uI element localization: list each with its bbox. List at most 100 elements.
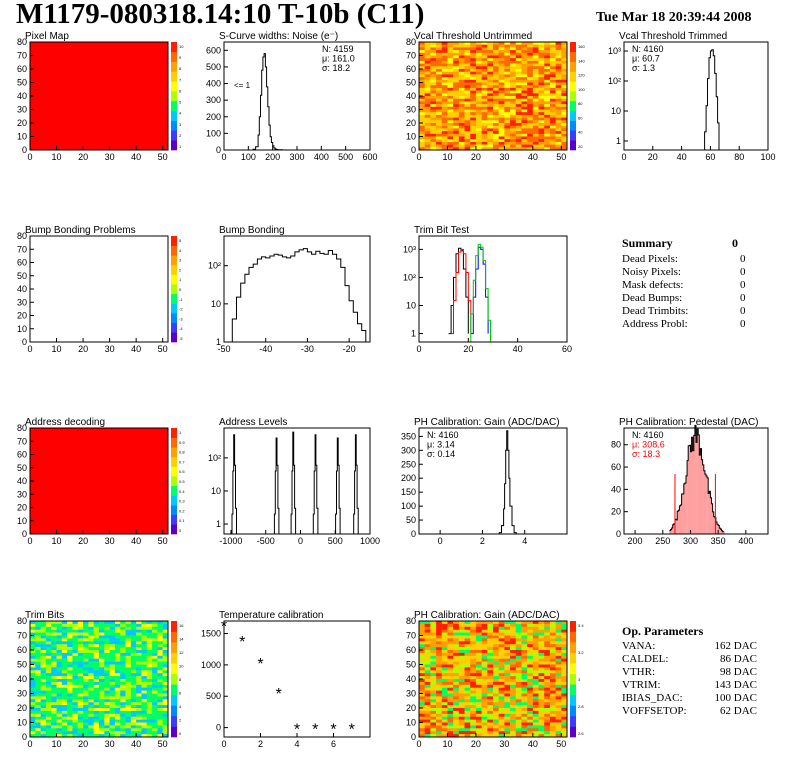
heatmap-cell (464, 661, 471, 665)
x-tick-label: 0 (298, 536, 303, 546)
heatmap-cell (30, 632, 36, 636)
heatmap-cell (498, 716, 505, 720)
heatmap-cell (447, 63, 454, 67)
heatmap-cell (146, 690, 153, 694)
heatmap-cell (88, 652, 94, 657)
heatmap-cell (430, 710, 437, 715)
heatmap-cell (493, 104, 499, 108)
heatmap-cell (56, 710, 63, 715)
heatmap-cell (436, 713, 443, 717)
heatmap-cell (510, 96, 517, 99)
heatmap-cell (114, 699, 121, 703)
heatmap-cell (419, 629, 425, 633)
heatmap-cell (419, 96, 425, 99)
heatmap-cell (521, 139, 528, 143)
heatmap-cell (441, 728, 448, 732)
heatmap-cell (521, 684, 528, 688)
heatmap-cell (441, 644, 448, 648)
heatmap-cell (487, 647, 494, 651)
heatmap-cell (130, 623, 137, 628)
heatmap-cell (458, 699, 465, 703)
heatmap-cell (475, 69, 482, 72)
summary-label-noisy-pixels: Noisy Pixels: (622, 266, 681, 278)
heatmap-cell (470, 719, 477, 723)
heatmap-cell (109, 626, 116, 630)
heatmap-cell (136, 681, 142, 686)
heatmap-cell (419, 696, 425, 700)
chart-title: PH Calibration: Pedestal (DAC) (619, 417, 759, 428)
heatmap-cell (475, 699, 482, 703)
heatmap-cell (475, 47, 482, 51)
heatmap-cell (453, 77, 460, 81)
heatmap-cell (157, 696, 163, 700)
heatmap-cell (510, 133, 517, 137)
heatmap-cell (125, 638, 132, 642)
heatmap-cell (114, 676, 121, 680)
heatmap-cell (555, 734, 562, 738)
heatmap-cell (453, 676, 460, 680)
heatmap-cell (441, 696, 448, 700)
heatmap-cell (162, 719, 169, 723)
heatmap-cell (419, 58, 425, 62)
heatmap-cell (88, 734, 94, 738)
heatmap-cell (430, 55, 437, 59)
heatmap-cell (549, 139, 556, 143)
heatmap-cell (504, 667, 511, 671)
x-tick-label: 50 (158, 536, 168, 546)
heatmap-cell (555, 141, 562, 145)
heatmap-cell (30, 626, 36, 630)
heatmap-cell (498, 629, 505, 633)
heatmap-cell (475, 106, 482, 110)
heatmap-cell (538, 681, 545, 686)
heatmap-cell (504, 109, 511, 113)
heatmap-cell (464, 658, 471, 662)
heatmap-cell (424, 98, 431, 102)
heatmap-cell (51, 652, 57, 657)
heatmap-cell (493, 106, 499, 110)
heatmap-cell (120, 667, 126, 671)
heatmap-cell (470, 644, 477, 648)
heatmap-cell (487, 60, 494, 64)
heatmap-cell (498, 79, 505, 83)
heatmap-cell (464, 58, 471, 62)
heatmap-cell (146, 652, 153, 657)
heatmap-cell (77, 681, 84, 686)
heatmap-cell (515, 676, 522, 680)
heatmap-cell (481, 104, 488, 108)
heatmap-cell (430, 623, 437, 628)
stats-line: μ: 161.0 (322, 54, 355, 64)
heatmap-cell (493, 684, 499, 688)
heatmap-cell (555, 109, 562, 113)
heatmap-cell (162, 644, 169, 648)
heatmap-cell (72, 676, 79, 680)
heatmap-cell (498, 101, 505, 105)
heatmap-cell (99, 687, 105, 691)
heatmap-cell (538, 641, 545, 645)
heatmap-cell (40, 644, 47, 648)
heatmap-cell (109, 684, 116, 688)
colorbar-label: 3 (578, 677, 581, 682)
heatmap-cell (458, 82, 465, 86)
heatmap-cell (99, 731, 105, 735)
x-tick-label: 30 (105, 739, 115, 749)
heatmap-cell (527, 87, 534, 91)
heatmap-cell (152, 690, 158, 694)
heatmap-cell (493, 699, 499, 703)
heatmap-cell (481, 708, 488, 712)
heatmap-cell (515, 722, 522, 726)
colorbar-label: 6 (179, 88, 182, 93)
heatmap-cell (487, 722, 494, 726)
heatmap-cell (464, 690, 471, 694)
param-label-caldel: CALDEL: (622, 653, 669, 665)
heatmap-cell (40, 696, 47, 700)
heatmap-cell (157, 650, 163, 654)
heatmap-cell (424, 60, 431, 64)
heatmap-cell (544, 621, 551, 625)
heatmap-cell (510, 128, 517, 132)
heatmap-cell (470, 731, 477, 735)
heatmap-cell (430, 667, 437, 671)
heatmap-cell (493, 123, 499, 126)
heatmap-cell (561, 696, 568, 700)
colorbar-label: 2.8 (578, 704, 584, 709)
